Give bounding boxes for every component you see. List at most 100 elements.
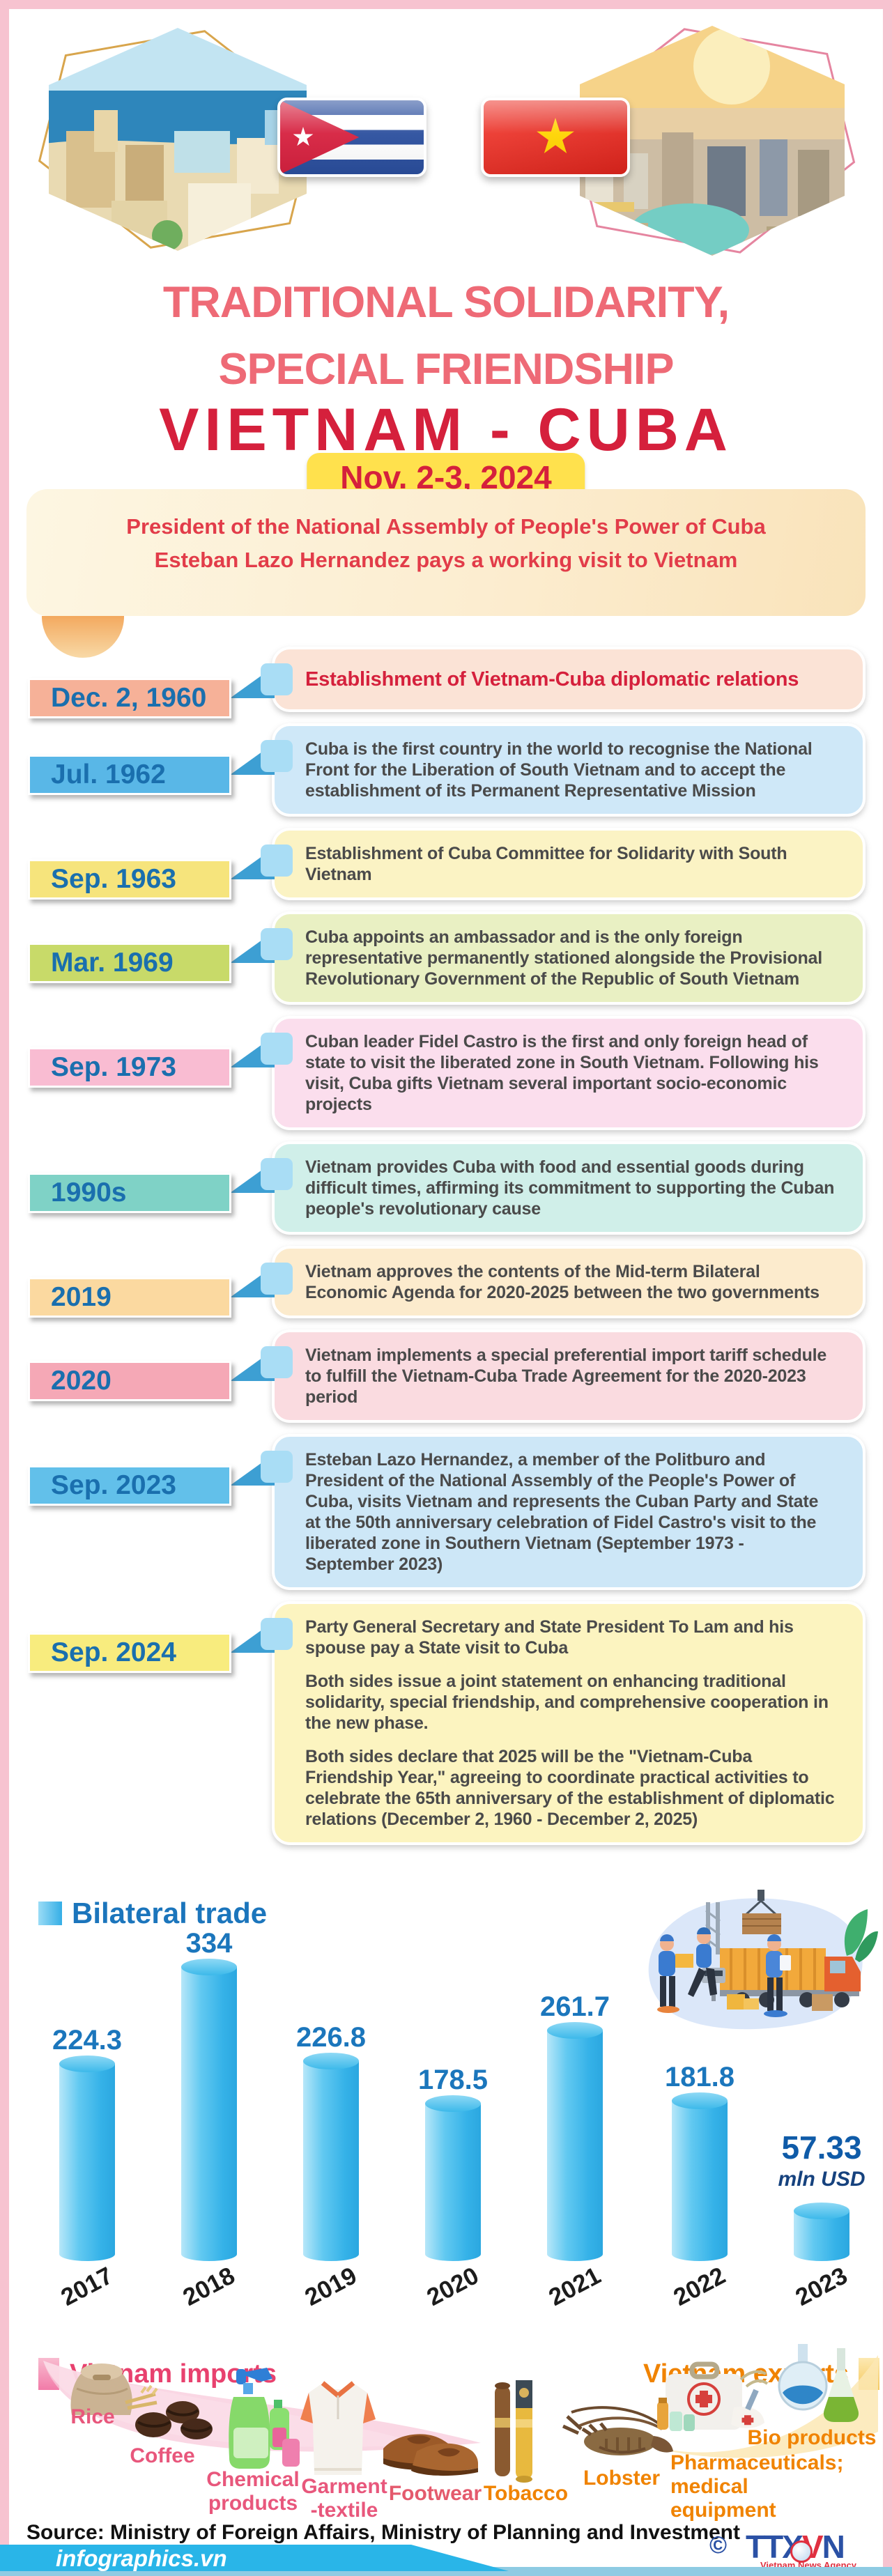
timeline-box: Vietnam approves the contents of the Mid… bbox=[272, 1246, 866, 1318]
polo-shirt-icon bbox=[300, 2381, 376, 2475]
timeline-item-2020: Vietnam implements a special preferentia… bbox=[0, 1329, 892, 1423]
connector-tab-icon bbox=[261, 740, 293, 772]
timeline-item-1962: Cuba is the first country in the world t… bbox=[0, 723, 892, 817]
bar-cap bbox=[303, 2053, 359, 2069]
timeline-date: 1990s bbox=[28, 1173, 231, 1213]
connector-tab-icon bbox=[261, 663, 293, 695]
connector-tab-icon bbox=[261, 844, 293, 877]
bar-cap bbox=[59, 2056, 115, 2072]
logistics-illustration bbox=[648, 1890, 878, 2030]
connector-tab-icon bbox=[261, 1346, 293, 1378]
cuba-flag bbox=[277, 98, 426, 177]
trade-bar-2017: 224.3 bbox=[52, 2025, 122, 2261]
cigars-icon bbox=[495, 2380, 532, 2483]
bar-value: 334 bbox=[185, 1928, 233, 1959]
bar-cap bbox=[547, 2022, 603, 2039]
timeline-text: Establishment of Cuba Committee for Soli… bbox=[305, 844, 787, 884]
timeline-item-1969: Cuba appoints an ambassador and is the o… bbox=[0, 911, 892, 1005]
site-name: infographics.vn bbox=[56, 2545, 227, 2571]
havana-photo bbox=[38, 28, 318, 251]
export-label-lobster: Lobster bbox=[583, 2467, 660, 2490]
hanoi-photo bbox=[569, 26, 856, 256]
connector-tab-icon bbox=[261, 1451, 293, 1483]
bar-value: 178.5 bbox=[417, 2065, 489, 2095]
timeline-box: Vietnam implements a special preferentia… bbox=[272, 1329, 866, 1423]
import-label-rice: Rice bbox=[70, 2405, 115, 2428]
axis-year-2019: 2019 bbox=[300, 2262, 362, 2312]
flag-gloss bbox=[280, 100, 424, 174]
trade-bar-2021: 261.7 bbox=[540, 1991, 610, 2261]
axis-year-2023: 2023 bbox=[791, 2262, 852, 2312]
import-label-coffee: Coffee bbox=[130, 2444, 195, 2467]
trade-bar-2022: 181.8 bbox=[665, 2062, 735, 2261]
trade-bar-2019: 226.8 bbox=[296, 2022, 366, 2261]
export-label-pharma: Pharmaceuticals; medical equipment bbox=[670, 2451, 844, 2522]
connector-tab-icon bbox=[261, 1033, 293, 1065]
timeline-date: Sep. 2023 bbox=[28, 1465, 231, 1506]
timeline-text: Establishment of Vietnam-Cuba diplomatic… bbox=[305, 668, 799, 691]
bar-cap bbox=[794, 2203, 849, 2219]
bar-value: 181.8 bbox=[664, 2062, 735, 2092]
timeline-text: Both sides issue a joint statement on en… bbox=[305, 1672, 829, 1733]
timeline-item-2023: Esteban Lazo Hernandez, a member of the … bbox=[0, 1434, 892, 1590]
subtitle-line-2: Esteban Lazo Hernandez pays a working vi… bbox=[154, 548, 738, 572]
timeline-date: 2019 bbox=[28, 1277, 231, 1318]
import-label-tobacco: Tobacco bbox=[483, 2482, 569, 2505]
timeline-date: 2020 bbox=[28, 1361, 231, 1401]
timeline-box: Cuban leader Fidel Castro is the first a… bbox=[272, 1016, 866, 1130]
subtitle-line-1: President of the National Assembly of Pe… bbox=[126, 514, 766, 539]
import-label-chemical: Chemical products bbox=[206, 2468, 300, 2515]
vietnam-flag bbox=[481, 98, 630, 177]
axis-year-2017: 2017 bbox=[56, 2262, 118, 2312]
bar-cap bbox=[181, 1959, 237, 1975]
connector-tab-icon bbox=[261, 928, 293, 960]
import-label-garment: Garment -textile bbox=[301, 2475, 387, 2522]
loafers-icon bbox=[383, 2434, 478, 2476]
exports-background-wedge bbox=[648, 2355, 878, 2458]
axis-year-2018: 2018 bbox=[178, 2262, 240, 2312]
ttxvn-n: N bbox=[822, 2529, 845, 2565]
bar-unit-label: mln USD bbox=[778, 2168, 866, 2191]
globe-icon bbox=[790, 2540, 813, 2563]
timeline-date: Sep. 2024 bbox=[28, 1633, 231, 1673]
timeline-item-1990s: Vietnam provides Cuba with food and esse… bbox=[0, 1141, 892, 1235]
timeline-box: Esteban Lazo Hernandez, a member of the … bbox=[272, 1434, 866, 1590]
timeline: Establishment of Vietnam-Cuba diplomatic… bbox=[0, 647, 892, 1856]
rice-sack-icon bbox=[70, 2363, 158, 2415]
first-aid-kit-icon bbox=[657, 2361, 769, 2431]
connector-tab-icon bbox=[261, 1263, 293, 1295]
timeline-text: Both sides declare that 2025 will be the… bbox=[305, 1747, 835, 1829]
chart-title-bullet-icon bbox=[38, 1902, 62, 1925]
bar-value: 57.33 bbox=[781, 2129, 862, 2166]
trade-bar-2020: 178.5 bbox=[418, 2065, 488, 2261]
connector-tab-icon bbox=[261, 1618, 293, 1650]
chart-title: Bilateral trade bbox=[38, 1897, 267, 1930]
bar-cap bbox=[672, 2092, 728, 2109]
trade-bar-2023: 57.33 mln USD bbox=[778, 2129, 866, 2261]
timeline-box: Vietnam provides Cuba with food and esse… bbox=[272, 1141, 866, 1235]
timeline-text: Cuba appoints an ambassador and is the o… bbox=[305, 927, 822, 989]
import-label-footwear: Footwear bbox=[388, 2482, 482, 2505]
timeline-text: Cuba is the first country in the world t… bbox=[305, 739, 813, 801]
timeline-text: Cuban leader Fidel Castro is the first a… bbox=[305, 1032, 819, 1114]
lobster-icon bbox=[562, 2406, 673, 2455]
coffee-beans-icon bbox=[135, 2401, 213, 2439]
timeline-box: Party General Secretary and State Presid… bbox=[272, 1601, 866, 1845]
spray-bottle-icon bbox=[229, 2368, 300, 2469]
copyright-icon: © bbox=[709, 2532, 728, 2559]
axis-year-2022: 2022 bbox=[669, 2262, 730, 2312]
site-ribbon: infographics.vn bbox=[0, 2545, 509, 2571]
timeline-box: Establishment of Vietnam-Cuba diplomatic… bbox=[272, 647, 866, 712]
timeline-box: Cuba appoints an ambassador and is the o… bbox=[272, 911, 866, 1005]
title-line-2: SPECIAL FRIENDSHIP bbox=[218, 345, 675, 394]
bar-value: 261.7 bbox=[539, 1991, 610, 2022]
bar-value: 226.8 bbox=[295, 2022, 367, 2053]
title-line-1: TRADITIONAL SOLIDARITY, bbox=[162, 278, 730, 327]
timeline-text: Vietnam implements a special preferentia… bbox=[305, 1345, 827, 1407]
timeline-item-1963: Establishment of Cuba Committee for Soli… bbox=[0, 828, 892, 900]
axis-year-2020: 2020 bbox=[422, 2262, 484, 2312]
title-line-3: VIETNAM - CUBA bbox=[159, 396, 733, 463]
lab-flasks-icon bbox=[778, 2344, 859, 2422]
axis-year-2021: 2021 bbox=[544, 2262, 606, 2312]
